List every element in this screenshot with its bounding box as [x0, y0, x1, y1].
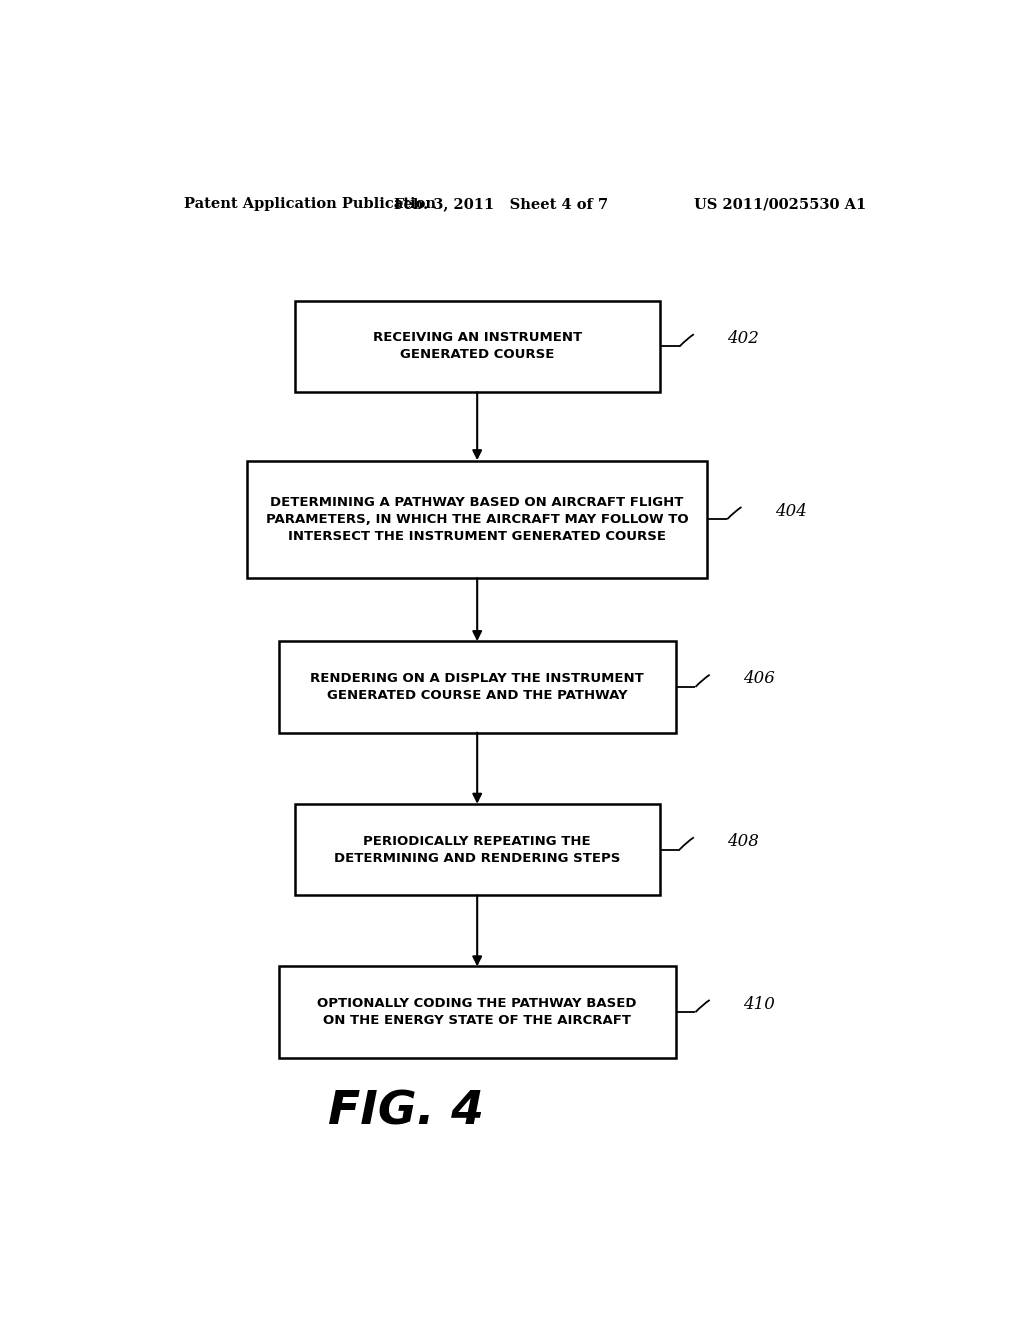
Text: 402: 402	[727, 330, 759, 347]
Text: 408: 408	[727, 833, 759, 850]
Text: PERIODICALLY REPEATING THE
DETERMINING AND RENDERING STEPS: PERIODICALLY REPEATING THE DETERMINING A…	[334, 834, 621, 865]
Bar	[279, 966, 676, 1057]
Text: DETERMINING A PATHWAY BASED ON AIRCRAFT FLIGHT
PARAMETERS, IN WHICH THE AIRCRAFT: DETERMINING A PATHWAY BASED ON AIRCRAFT …	[266, 496, 688, 543]
Text: Patent Application Publication: Patent Application Publication	[183, 197, 435, 211]
Text: RECEIVING AN INSTRUMENT
GENERATED COURSE: RECEIVING AN INSTRUMENT GENERATED COURSE	[373, 331, 582, 362]
Text: RENDERING ON A DISPLAY THE INSTRUMENT
GENERATED COURSE AND THE PATHWAY: RENDERING ON A DISPLAY THE INSTRUMENT GE…	[310, 672, 644, 702]
Text: US 2011/0025530 A1: US 2011/0025530 A1	[694, 197, 866, 211]
Text: FIG. 4: FIG. 4	[328, 1089, 483, 1134]
Bar	[295, 804, 659, 895]
Text: 410: 410	[743, 995, 775, 1012]
Bar	[247, 461, 708, 578]
Bar	[295, 301, 659, 392]
Text: OPTIONALLY CODING THE PATHWAY BASED
ON THE ENERGY STATE OF THE AIRCRAFT: OPTIONALLY CODING THE PATHWAY BASED ON T…	[317, 997, 637, 1027]
Text: Feb. 3, 2011   Sheet 4 of 7: Feb. 3, 2011 Sheet 4 of 7	[394, 197, 608, 211]
Text: 406: 406	[743, 671, 775, 688]
Bar	[279, 642, 676, 733]
Text: 404: 404	[775, 503, 807, 520]
